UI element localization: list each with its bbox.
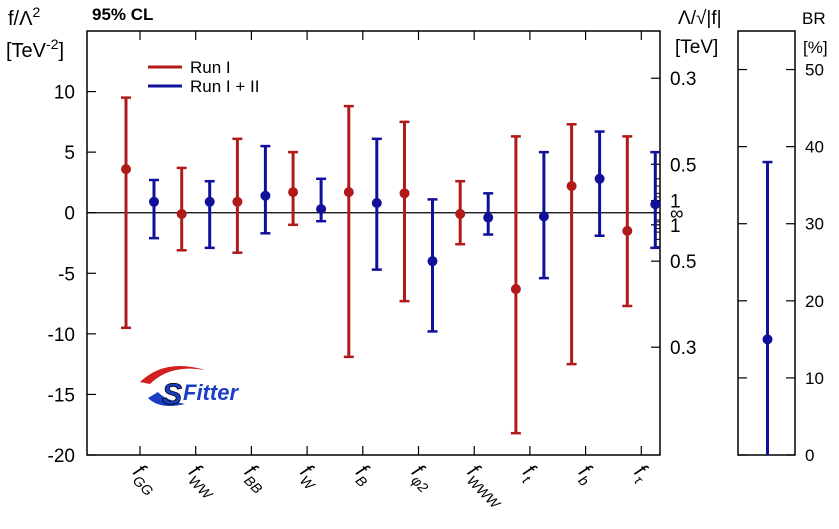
right-tick-label: 0.3 [670,69,696,90]
y-tick-label: -5 [58,264,75,285]
data-point [399,188,410,199]
category-label-text: fWWW [460,460,513,513]
br-tick-label: 50 [805,61,824,80]
right-axis-label-line1: Λ/√|f| [678,8,722,29]
sfitter-logo: S Fitter [140,366,239,411]
right-axis-ticks: 0.3 0.5 1∞1 0.5 0.3 [651,69,696,359]
data-point [594,173,605,184]
data-point [121,164,131,175]
br-tick-label: 0 [805,446,814,465]
right-tick-label: 0.5 [670,252,696,273]
y-tick-label: 0 [64,204,75,225]
logo-text: Fitter [183,380,239,405]
data-point [316,204,327,215]
category-label: fb [571,460,600,489]
right-axis-label-line2: [TeV] [675,37,718,58]
category-label-text: fBB [237,460,273,496]
legend-label-run12: Run I + II [190,77,259,96]
data-point [176,208,187,219]
category-label-text: fW [293,460,327,494]
category-label-text: fWW [181,460,224,503]
category-label: fGG [126,460,165,499]
y-axis-label-main: f/Λ [8,8,33,30]
right-tick-label: 0.5 [670,155,696,176]
br-tick-label: 10 [805,369,824,388]
right-tick-label: 0.3 [670,338,696,359]
data-marks [121,96,661,435]
y-tick-label: -15 [48,385,75,406]
main-y-ticks: 10 5 0 -5 -10 -15 -20 [48,83,96,467]
category-label: fW [293,460,327,494]
category-label-text: ft [516,460,543,487]
y-tick-label: -20 [48,446,75,467]
y-tick-label: -10 [48,325,75,346]
br-data-point [762,334,773,345]
br-y-ticks: 0 10 20 30 40 50 [738,61,824,465]
right-tick-label: 1 [670,192,681,213]
data-point [260,190,271,201]
category-label-text: fGG [126,460,165,499]
data-point [204,196,215,207]
br-tick-label: 30 [805,215,824,234]
y-tick-label: 5 [64,143,75,164]
y-axis-label-line2: [TeV-2] [6,36,64,62]
data-point [288,187,299,198]
y-axis-label-sup: 2 [32,4,40,20]
y-axis-label-line1: f/Λ2 [8,4,40,30]
category-label: fτ [627,460,654,487]
logo-swoosh-blue [148,392,185,406]
category-label-text: fτ [627,460,654,487]
data-point [455,208,466,219]
main-plot-frame [86,30,661,456]
data-point [427,256,438,267]
y-axis-unit: [TeV [6,40,47,62]
category-sub: WWW [464,472,505,513]
category-label: ft [516,460,543,487]
data-point [510,284,521,295]
right-tick-label: ∞ [670,204,684,225]
data-point [538,211,549,222]
legend: Run I Run I + II [148,58,259,96]
data-point [483,212,494,223]
data-point [371,198,382,209]
logo-swoosh-red [140,366,205,384]
chart-title: 95% CL [92,5,153,24]
logo-s: S [162,378,182,411]
data-point [232,196,243,207]
br-marks [762,160,773,455]
br-tick-label: 20 [805,292,824,311]
right-tick-label: 1 [670,216,681,237]
data-point [566,181,577,192]
y-axis-unit-close: ] [58,40,64,62]
data-point [149,196,159,207]
category-label: fφ2 [404,460,439,495]
y-axis-unit-sup: -2 [46,36,59,52]
category-label: fB [348,460,378,490]
data-point [622,225,633,236]
br-axis-label-line2: [%] [803,38,828,57]
category-label-text: fφ2 [404,460,439,495]
category-label-text: fb [571,460,600,489]
br-tick-label: 40 [805,138,824,157]
data-point [343,187,354,198]
x-ticks [139,31,642,455]
category-label: fWWW [460,460,513,513]
category-label-text: fB [348,460,378,490]
category-label: fBB [237,460,273,496]
legend-label-run1: Run I [190,58,231,77]
category-label: fWW [181,460,224,503]
y-tick-label: 10 [54,83,75,104]
data-point [650,199,661,210]
br-axis-label-line1: BR [802,9,826,28]
